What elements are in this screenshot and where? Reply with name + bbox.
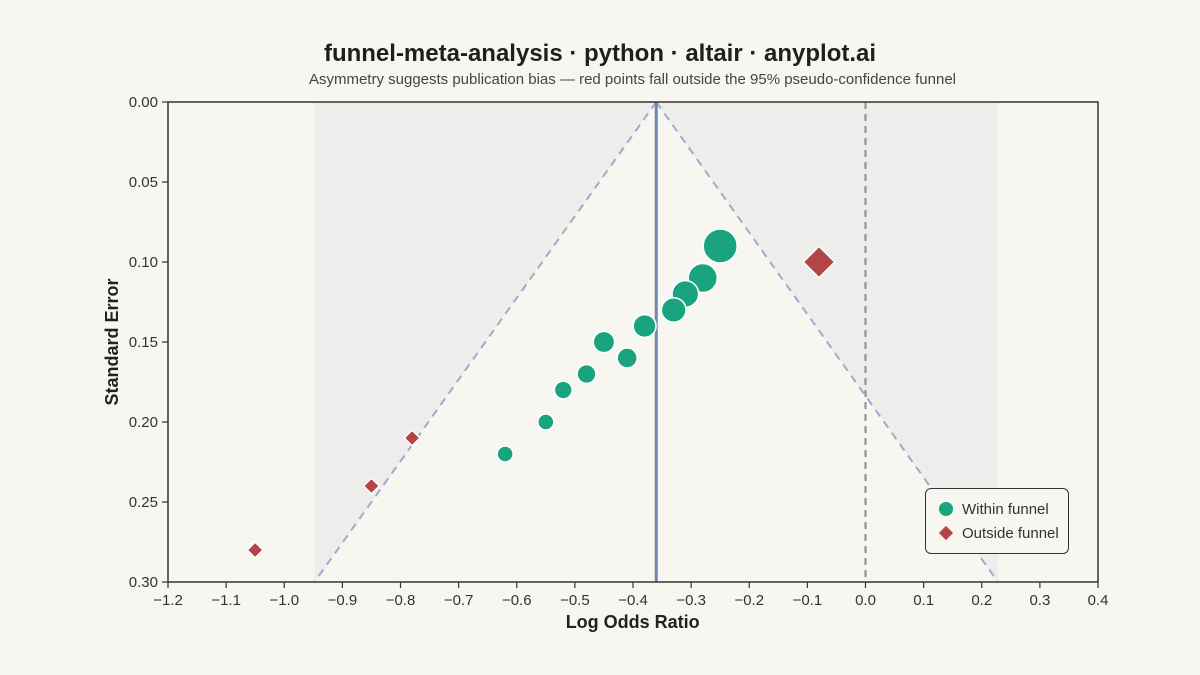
outside-funnel-point xyxy=(362,477,381,495)
plot-layer xyxy=(246,102,999,582)
x-axis-title: Log Odds Ratio xyxy=(566,612,700,632)
x-tick-label: −0.9 xyxy=(328,592,358,609)
chart-subtitle: Asymmetry suggests publication bias — re… xyxy=(308,71,957,88)
x-tick-label: −0.6 xyxy=(502,592,532,609)
x-tick-label: 0.0 xyxy=(855,592,876,609)
x-tick-label: 0.4 xyxy=(1088,592,1109,609)
axis-layer: −1.2 −1.1 −1.0 −0.9 −0.8 −0.7 −0.6 −0.5 −0.4 −0.3… xyxy=(129,94,1109,609)
x-tick-label: −1.0 xyxy=(269,592,299,609)
x-tick-label: −1.2 xyxy=(153,592,183,609)
funnel-left-edge xyxy=(313,102,658,582)
within-funnel-point xyxy=(496,445,514,463)
within-funnel-point xyxy=(616,347,638,369)
x-tick-label: −0.2 xyxy=(734,592,764,609)
within-funnel-point xyxy=(576,363,597,385)
x-tick-label: −0.8 xyxy=(386,592,416,609)
legend-item-within: Within funnel xyxy=(939,499,1049,519)
legend-diamond-marker xyxy=(938,525,954,541)
outside-funnel-point xyxy=(246,541,265,559)
within-funnel-point xyxy=(553,380,573,400)
y-tick-label: 0.20 xyxy=(129,414,158,431)
outside-funnel-point xyxy=(403,429,422,447)
x-tick-label: −1.1 xyxy=(211,592,241,609)
within-funnel-point xyxy=(702,228,738,264)
legend-item-outside: Outside funnel xyxy=(938,523,1059,543)
within-funnel-point xyxy=(660,296,687,324)
x-tick-label: 0.3 xyxy=(1029,592,1050,609)
y-tick-label: 0.05 xyxy=(129,174,158,191)
plot-content xyxy=(246,102,999,582)
y-tick-label: 0.30 xyxy=(129,574,158,591)
x-tick-label: −0.1 xyxy=(793,592,823,609)
y-tick-label: 0.00 xyxy=(129,94,158,111)
x-tick-label: 0.2 xyxy=(971,592,992,609)
legend-circle-marker xyxy=(939,502,953,516)
within-funnel-point xyxy=(632,313,657,339)
y-axis-title: Standard Error xyxy=(102,278,122,405)
legend: Within funnel Outside funnel xyxy=(925,488,1069,554)
legend-label-within: Within funnel xyxy=(962,500,1049,518)
y-tick-label: 0.15 xyxy=(129,334,158,351)
x-tick-label: 0.1 xyxy=(913,592,934,609)
chart-title: funnel-meta-analysis · python · altair ·… xyxy=(323,40,877,67)
legend-label-outside: Outside funnel xyxy=(962,524,1059,542)
outside-funnel-point xyxy=(802,245,836,279)
within-funnel-point xyxy=(537,413,555,431)
y-tick-label: 0.25 xyxy=(129,494,158,511)
x-tick-label: −0.7 xyxy=(444,592,474,609)
x-tick-label: −0.5 xyxy=(560,592,590,609)
x-tick-label: −0.4 xyxy=(618,592,648,609)
x-tick-label: −0.3 xyxy=(676,592,706,609)
within-funnel-point xyxy=(592,330,616,354)
y-tick-label: 0.10 xyxy=(129,254,158,271)
